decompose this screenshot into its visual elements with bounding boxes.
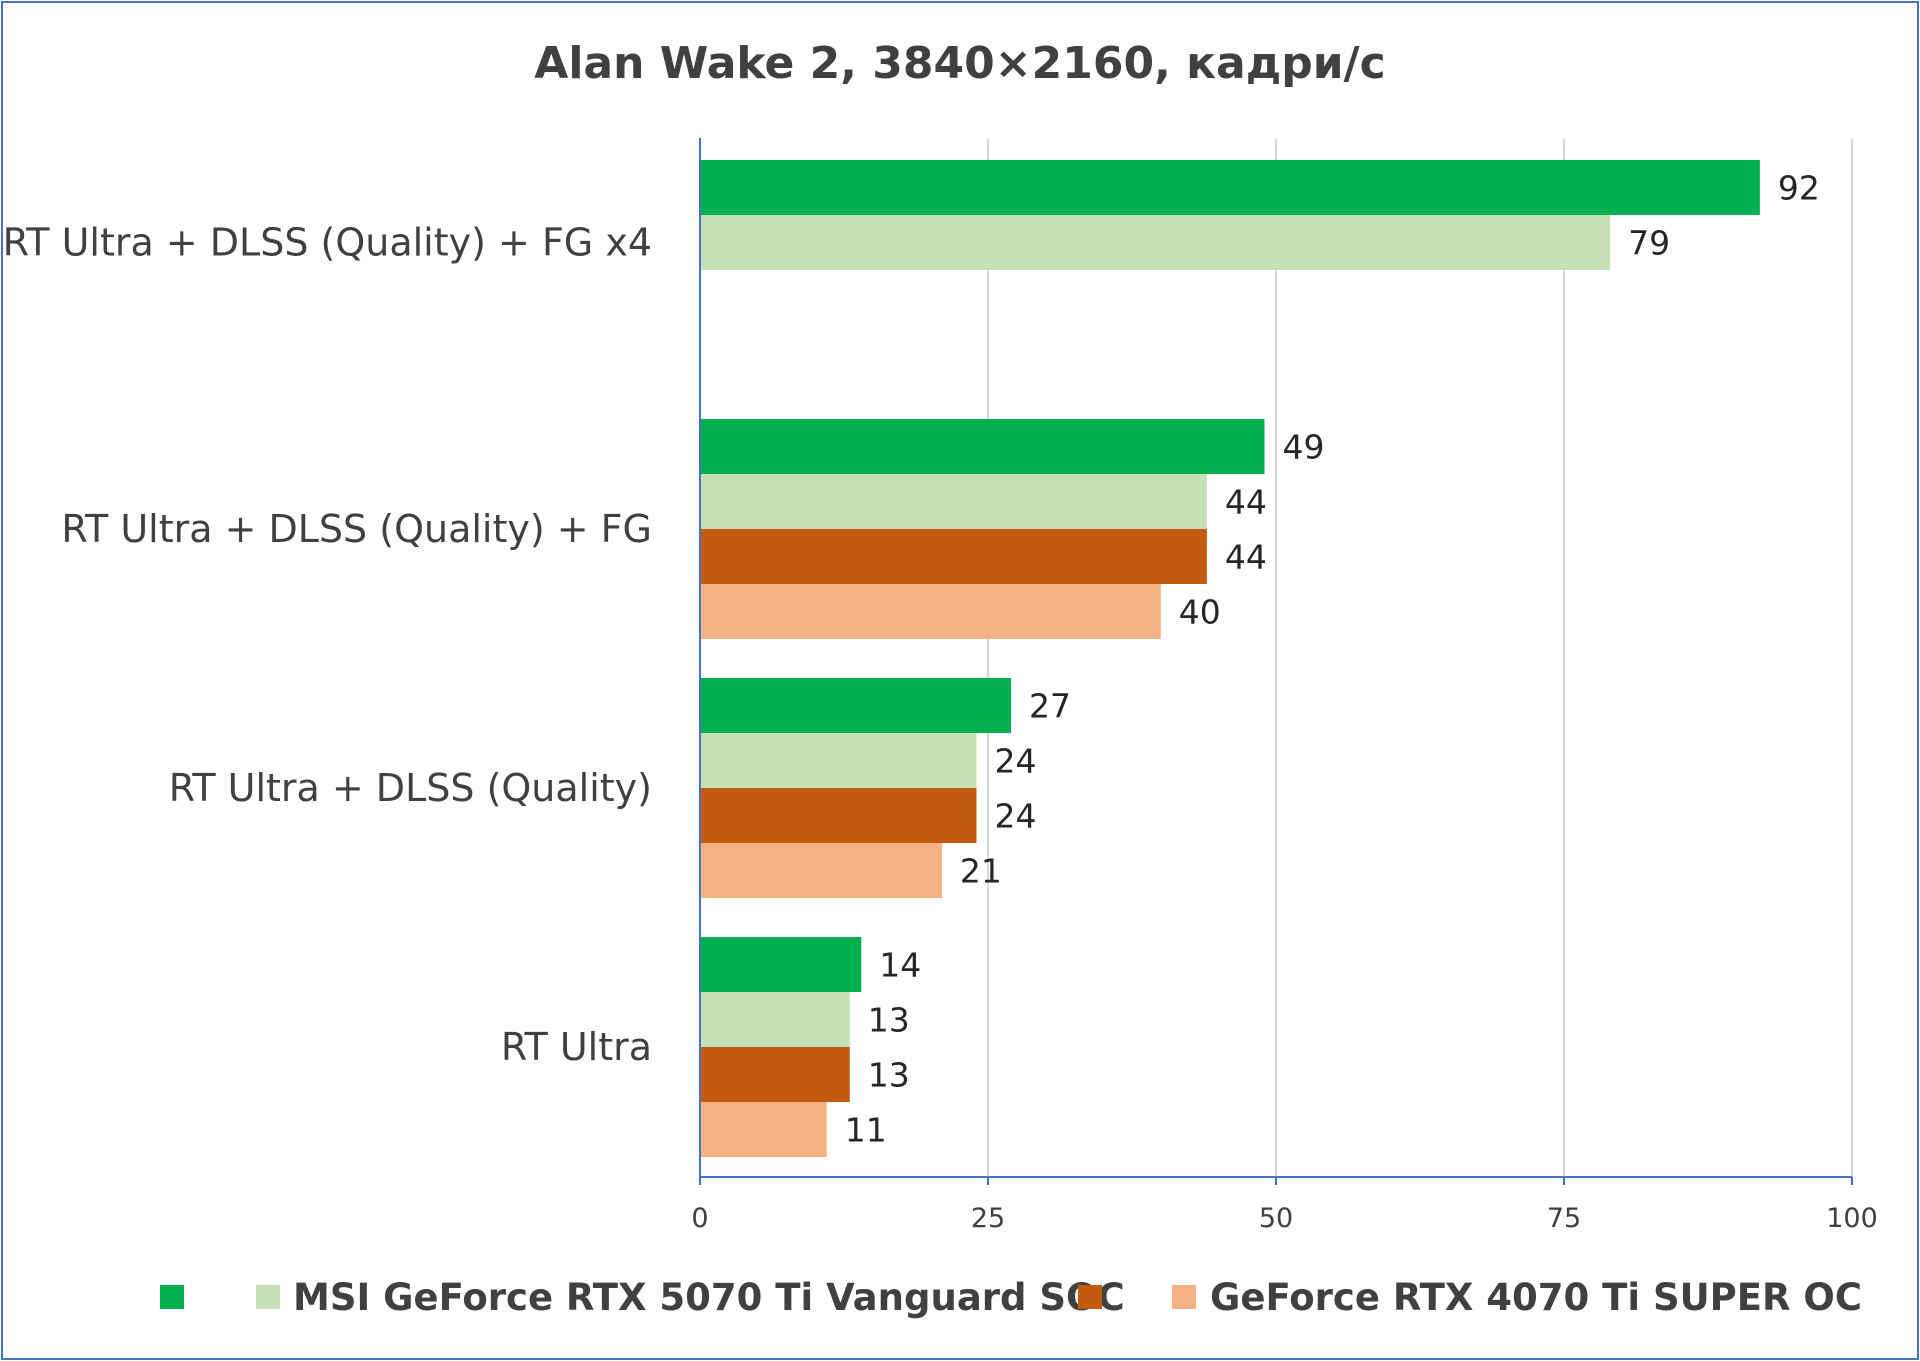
bar [700,1047,850,1102]
bar [700,1102,827,1157]
data-label: 24 [994,797,1036,836]
data-label: 13 [868,1056,910,1095]
grid [987,138,1853,1177]
x-axis: 0 25 50 75 100 [691,138,1878,1234]
x-tick-label: 75 [1547,1203,1581,1234]
data-label: 13 [868,1001,910,1040]
bar [700,160,1760,215]
data-label: 14 [879,946,921,985]
data-label: 49 [1282,428,1324,467]
data-label: 21 [960,852,1002,891]
bar [700,419,1265,474]
data-label: 79 [1628,224,1670,263]
data-label: 24 [994,742,1036,781]
bar [700,584,1161,639]
legend-swatch [1172,1285,1196,1309]
data-label: 11 [845,1111,887,1150]
data-label: 92 [1778,169,1820,208]
bar [700,474,1207,529]
bar [700,733,977,788]
x-tick-label: 50 [1259,1203,1293,1234]
legend-label: MSI GeForce RTX 5070 Ti Vanguard SOC [293,1276,1125,1319]
data-label: 44 [1225,483,1267,522]
legend: MSI GeForce RTX 5070 Ti Vanguard SOC GeFo… [160,1276,1862,1319]
category-label: RT Ultra [501,1025,652,1069]
x-tick-label: 25 [971,1203,1005,1234]
category-label: RT Ultra + DLSS (Quality) + FG x4 [3,221,652,265]
legend-label: GeForce RTX 4070 Ti SUPER OC [1210,1276,1862,1319]
x-tick-label: 100 [1826,1203,1878,1234]
bar [700,843,942,898]
bars [700,160,1760,1157]
legend-swatch [160,1285,184,1309]
x-tick-label: 0 [691,1203,708,1234]
data-labels: 92 49 27 14 79 44 24 13 44 24 13 40 21 11 [845,169,1820,1150]
category-label: RT Ultra + DLSS (Quality) + FG [61,507,652,551]
data-label: 44 [1225,538,1267,577]
data-label: 40 [1179,593,1221,632]
legend-swatch [256,1285,280,1309]
data-label: 27 [1029,687,1071,726]
bar [700,788,977,843]
bar [700,678,1012,733]
bar [700,529,1207,584]
category-labels: RT Ultra + DLSS (Quality) + FG x4 RT Ultr… [3,221,652,1070]
chart-title: Alan Wake 2, 3840×2160, кадри/с [534,38,1385,89]
bar [700,215,1611,270]
category-label: RT Ultra + DLSS (Quality) [169,766,652,810]
legend-swatch [1078,1285,1102,1309]
bar [700,992,850,1047]
bar [700,937,862,992]
